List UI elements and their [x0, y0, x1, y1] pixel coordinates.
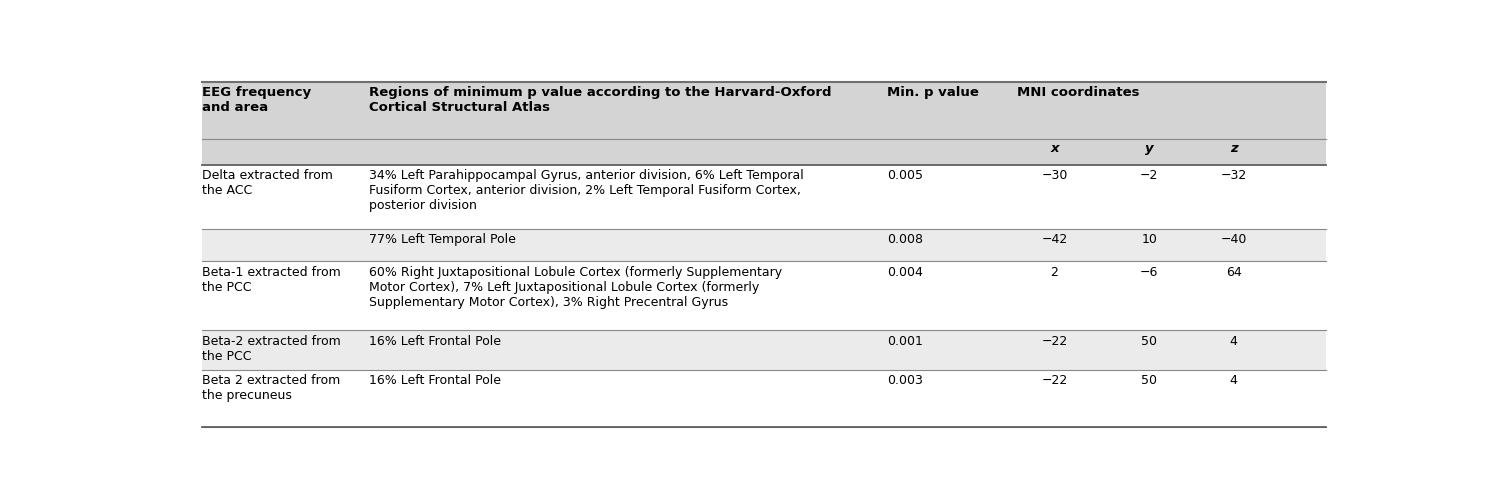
Text: 0.005: 0.005: [887, 169, 923, 182]
Text: 16% Left Frontal Pole: 16% Left Frontal Pole: [369, 374, 502, 386]
Text: Delta extracted from
the ACC: Delta extracted from the ACC: [202, 169, 333, 197]
Text: Beta-2 extracted from
the PCC: Beta-2 extracted from the PCC: [202, 334, 340, 362]
Text: Beta-1 extracted from
the PCC: Beta-1 extracted from the PCC: [202, 265, 340, 293]
Text: 50: 50: [1141, 334, 1157, 347]
Text: −30: −30: [1041, 169, 1067, 182]
Text: 0.001: 0.001: [887, 334, 923, 347]
Text: −42: −42: [1041, 233, 1067, 245]
Text: x: x: [1050, 142, 1059, 155]
Text: −32: −32: [1221, 169, 1247, 182]
Text: 64: 64: [1226, 265, 1242, 278]
Text: Regions of minimum p value according to the Harvard-Oxford
Cortical Structural A: Regions of minimum p value according to …: [369, 86, 832, 114]
Text: 2: 2: [1051, 265, 1059, 278]
Text: 10: 10: [1141, 233, 1157, 245]
Text: z: z: [1230, 142, 1238, 155]
Text: −6: −6: [1141, 265, 1159, 278]
Text: −2: −2: [1141, 169, 1159, 182]
Text: 60% Right Juxtapositional Lobule Cortex (formerly Supplementary
Motor Cortex), 7: 60% Right Juxtapositional Lobule Cortex …: [369, 265, 782, 308]
Text: 4: 4: [1230, 334, 1238, 347]
Bar: [202, 370, 1326, 427]
Text: Beta 2 extracted from
the precuneus: Beta 2 extracted from the precuneus: [202, 374, 340, 402]
Text: 16% Left Frontal Pole: 16% Left Frontal Pole: [369, 334, 502, 347]
Text: 0.003: 0.003: [887, 374, 923, 386]
Text: 50: 50: [1141, 374, 1157, 386]
Text: 34% Left Parahippocampal Gyrus, anterior division, 6% Left Temporal
Fusiform Cor: 34% Left Parahippocampal Gyrus, anterior…: [369, 169, 805, 212]
Text: EEG frequency
and area: EEG frequency and area: [202, 86, 311, 114]
Text: 4: 4: [1230, 374, 1238, 386]
Text: −22: −22: [1041, 374, 1067, 386]
Text: y: y: [1145, 142, 1154, 155]
Bar: [202, 229, 1326, 262]
Text: −22: −22: [1041, 334, 1067, 347]
Text: MNI coordinates: MNI coordinates: [1017, 86, 1139, 99]
Bar: [202, 262, 1326, 330]
Text: 77% Left Temporal Pole: 77% Left Temporal Pole: [369, 233, 517, 245]
Text: −40: −40: [1221, 233, 1247, 245]
Bar: [202, 83, 1326, 165]
Text: 0.004: 0.004: [887, 265, 923, 278]
Bar: [202, 165, 1326, 229]
Bar: [202, 330, 1326, 370]
Text: Min. p value: Min. p value: [887, 86, 978, 99]
Text: 0.008: 0.008: [887, 233, 923, 245]
